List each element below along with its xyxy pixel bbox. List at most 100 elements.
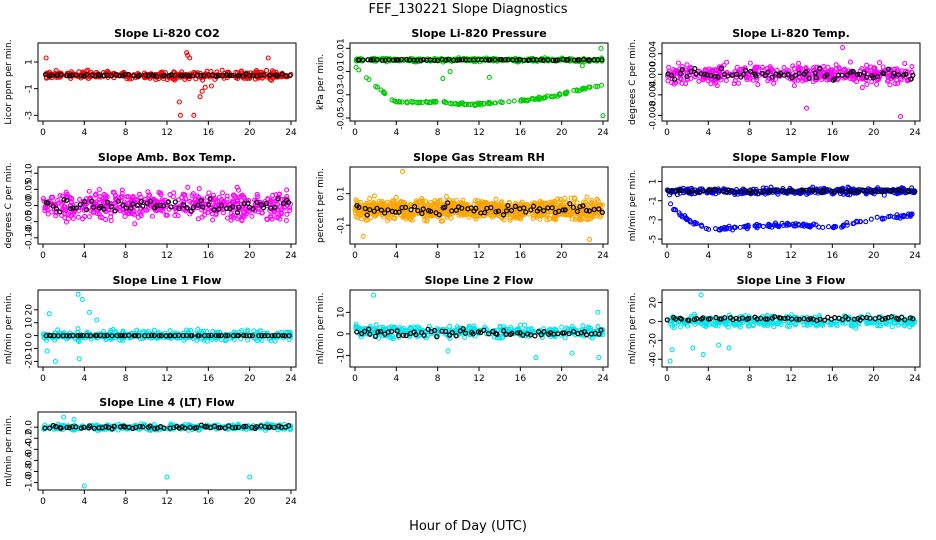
- panel-title: Slope Li-820 Temp.: [732, 27, 850, 40]
- y-axis-label: ml/min per min.: [316, 293, 326, 365]
- x-tick-label: 24: [597, 374, 609, 384]
- outlier-point: [75, 291, 81, 297]
- data-point: [97, 194, 103, 200]
- data-point: [874, 214, 880, 220]
- y-axis-label: kPa per min.: [316, 54, 326, 110]
- reference-point: [864, 74, 870, 80]
- reference-point: [565, 57, 571, 63]
- data-point: [219, 190, 226, 196]
- reference-point: [83, 206, 90, 213]
- data-point: [580, 323, 586, 329]
- y-tick-label: -0.1: [337, 216, 347, 234]
- data-point: [288, 71, 294, 78]
- reference-point: [58, 72, 64, 78]
- outlier-point: [52, 358, 58, 364]
- data-point: [185, 184, 191, 190]
- data-point: [522, 322, 528, 328]
- data-point: [850, 76, 856, 83]
- reference-point: [545, 57, 551, 63]
- y-tick-label: -10: [25, 341, 35, 356]
- data-point: [193, 196, 199, 203]
- outlier-point: [46, 311, 52, 317]
- data-point: [210, 192, 216, 198]
- data-point: [584, 194, 590, 200]
- reference-point: [740, 71, 747, 78]
- data-point: [232, 193, 238, 199]
- data-point: [744, 74, 750, 80]
- reference-point: [172, 72, 178, 79]
- data-point: [866, 67, 872, 73]
- data-point: [550, 94, 556, 100]
- y-tick-label: 0.004: [649, 41, 659, 67]
- reference-point: [748, 68, 754, 75]
- series-points: [40, 291, 294, 364]
- panel-4: Slope Amb. Box Temp.degrees C per min.0 4…: [4, 151, 297, 261]
- reference-point: [101, 206, 107, 212]
- reference-point: [718, 65, 724, 72]
- reference-point: [765, 69, 771, 75]
- data-point: [234, 184, 240, 190]
- x-tick-label: 4: [393, 374, 399, 384]
- reference-point: [418, 57, 424, 63]
- data-point: [811, 65, 817, 71]
- reference-point: [206, 202, 212, 208]
- y-axis-label: ml/min per min.: [628, 293, 638, 365]
- data-point: [825, 64, 831, 70]
- data-point: [200, 198, 206, 204]
- x-tick-label: 12: [161, 374, 172, 384]
- x-tick-label: 0: [40, 128, 46, 138]
- x-tick-label: 20: [868, 374, 880, 384]
- y-tick-label: 0: [649, 318, 659, 324]
- data-point: [283, 217, 289, 224]
- outlier-point: [94, 317, 100, 323]
- data-point: [868, 216, 874, 222]
- y-tick-label: -5: [649, 235, 659, 244]
- outlier-point: [199, 88, 205, 94]
- data-point: [167, 328, 173, 334]
- reference-point: [89, 72, 95, 78]
- data-point: [580, 85, 586, 91]
- data-point: [492, 100, 498, 106]
- y-tick-label: -10: [337, 348, 347, 363]
- data-point: [62, 207, 68, 213]
- data-point: [156, 190, 162, 196]
- data-point: [119, 187, 125, 193]
- data-point: [684, 62, 690, 68]
- data-point: [102, 216, 109, 223]
- x-tick-label: 8: [747, 374, 753, 384]
- x-tick-label: 4: [81, 251, 87, 261]
- reference-point: [738, 74, 744, 80]
- reference-points: [42, 71, 293, 79]
- data-point: [210, 217, 216, 223]
- data-point: [884, 78, 891, 84]
- data-point: [724, 59, 730, 65]
- data-point: [562, 90, 569, 96]
- data-point: [864, 81, 870, 87]
- reference-point: [200, 204, 206, 210]
- reference-point: [77, 202, 83, 208]
- reference-point: [68, 206, 74, 212]
- data-point: [876, 60, 883, 66]
- y-tick-label: -40: [649, 352, 659, 367]
- data-point: [172, 212, 178, 219]
- data-point: [61, 206, 67, 212]
- series-points: [352, 169, 605, 242]
- reference-point: [492, 57, 498, 63]
- reference-point: [668, 72, 675, 78]
- y-tick-label: -0.10: [25, 226, 35, 250]
- data-point: [880, 64, 886, 70]
- y-tick-label: 20: [649, 296, 659, 308]
- data-point: [511, 98, 517, 104]
- data-point: [263, 67, 270, 74]
- reference-point: [555, 57, 561, 63]
- data-point: [70, 215, 76, 221]
- data-point: [696, 78, 702, 84]
- data-point: [253, 68, 259, 74]
- y-tick-label: -0.05: [337, 106, 347, 129]
- x-tick-label: 24: [597, 251, 609, 261]
- reference-point: [881, 71, 887, 77]
- reference-point: [502, 57, 508, 63]
- data-point: [441, 99, 447, 105]
